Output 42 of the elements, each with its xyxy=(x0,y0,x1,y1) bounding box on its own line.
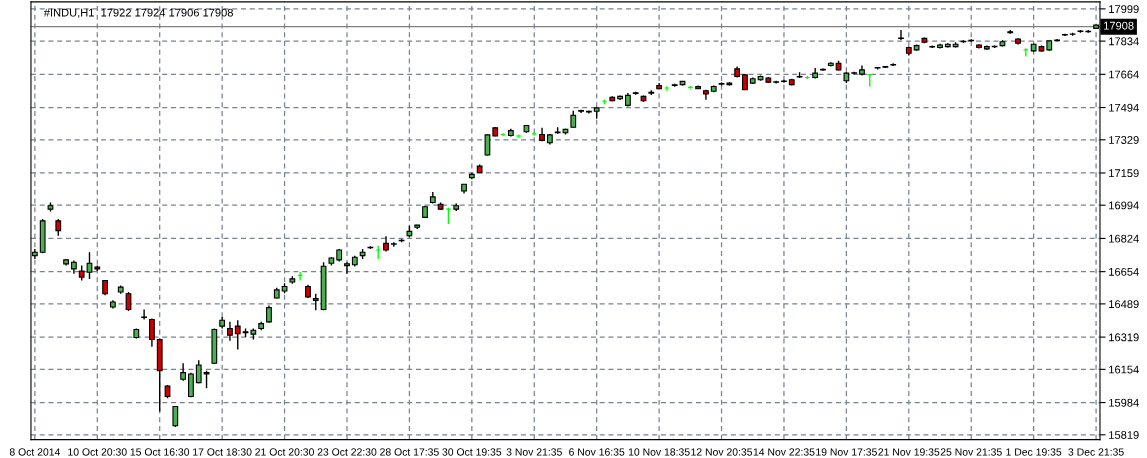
x-tick-label: 3 Dec 21:35 xyxy=(1068,448,1124,456)
x-tick-label: 30 Oct 19:35 xyxy=(442,448,502,456)
y-tick-label: 17999 xyxy=(1109,5,1139,13)
y-tick-label: 17664 xyxy=(1109,70,1139,79)
x-tick-label: 28 Oct 17:35 xyxy=(380,448,439,456)
x-tick-label: 1 Dec 19:35 xyxy=(1006,448,1062,456)
x-tick-label: 6 Nov 16:35 xyxy=(569,448,625,456)
y-tick-label: 15819 xyxy=(1109,431,1139,439)
x-tick-label: 17 Oct 18:30 xyxy=(193,448,252,456)
x-tick-label: 10 Nov 18:35 xyxy=(628,448,690,456)
candlestick xyxy=(234,319,241,351)
y-tick-label: 17329 xyxy=(1109,136,1139,144)
y-tick-label: 16319 xyxy=(1109,333,1139,342)
x-tick-label: 25 Nov 21:35 xyxy=(940,448,1002,456)
candlestick xyxy=(898,29,904,41)
x-tick-label: 10 Oct 20:30 xyxy=(68,448,127,456)
candlestick xyxy=(141,308,148,321)
x-tick-label: 23 Oct 22:30 xyxy=(317,448,377,456)
candlestick xyxy=(344,261,350,275)
x-tick-label: 8 Oct 2014 xyxy=(9,448,61,456)
y-tick-label: 17834 xyxy=(1109,37,1139,46)
candlestick xyxy=(149,317,155,348)
ref-line-label: 17908 xyxy=(1104,21,1134,30)
y-tick-label: 16654 xyxy=(1109,267,1139,276)
candlestick xyxy=(484,133,491,157)
text: #INDU,H1 17922 17924 17906 17908 xyxy=(43,8,233,18)
x-tick-label: 21 Oct 20:30 xyxy=(255,448,314,456)
candlestick xyxy=(390,241,397,248)
y-tick-label: 17159 xyxy=(1109,169,1139,178)
x-tick-label: 15 Oct 16:30 xyxy=(130,448,190,456)
y-tick-label: 16154 xyxy=(1109,365,1139,374)
candlestick xyxy=(227,321,233,342)
x-tick-label: 19 Nov 17:35 xyxy=(816,448,877,456)
x-tick-label: 14 Nov 22:35 xyxy=(753,448,815,456)
y-tick-label: 15984 xyxy=(1109,398,1139,407)
x-tick-label: 3 Nov 21:35 xyxy=(506,448,562,456)
y-tick-label: 16489 xyxy=(1109,300,1139,309)
x-tick-label: 21 Nov 19:35 xyxy=(878,448,940,456)
y-tick-label: 16994 xyxy=(1109,201,1139,210)
x-tick-label: 12 Nov 20:35 xyxy=(691,448,753,456)
y-tick-label: 16824 xyxy=(1109,234,1139,243)
y-tick-label: 17494 xyxy=(1109,103,1139,112)
